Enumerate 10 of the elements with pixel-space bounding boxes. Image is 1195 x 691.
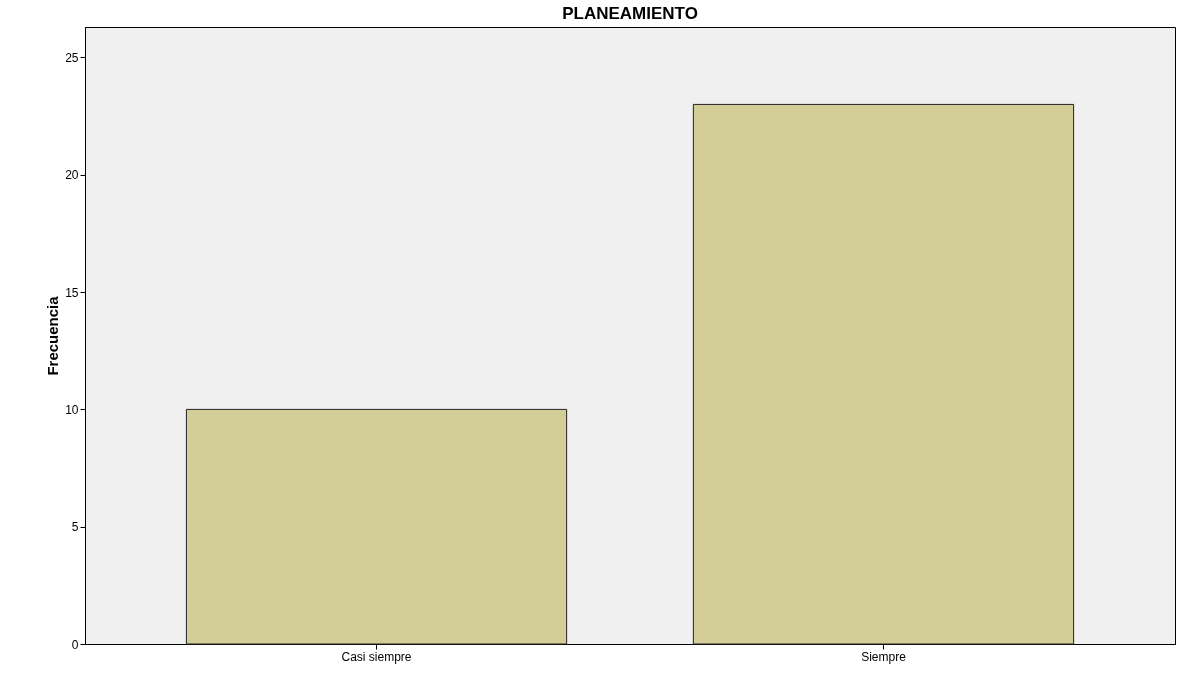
y-tick-label: 25: [65, 51, 79, 65]
y-axis-title: Frecuencia: [44, 295, 62, 376]
y-tick-label: 20: [65, 168, 79, 183]
x-tick-label: Casi siempre: [341, 649, 412, 664]
y-tick-label: 15: [65, 285, 79, 300]
chart-title: PLANEAMIENTO: [562, 4, 698, 23]
y-tick-label: 10: [65, 402, 79, 417]
y-tick-label: 0: [71, 637, 79, 652]
y-tick-label: 5: [71, 520, 79, 535]
x-tick-label: Siempre: [861, 649, 907, 664]
